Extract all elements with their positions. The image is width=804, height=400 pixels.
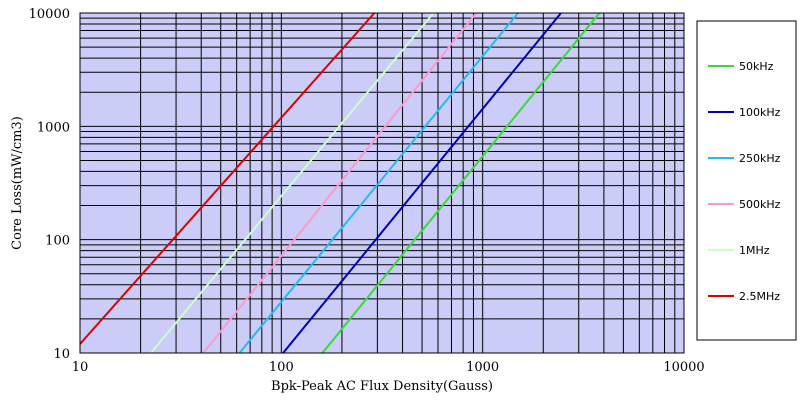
plot-area [80,13,684,353]
tick-labels: 10 100 1000 10000 10 100 1000 10000 [29,7,705,375]
x-tick-label: 100 [269,360,294,375]
legend-label: 50kHz [739,60,774,73]
legend-label: 2.5MHz [739,290,780,303]
y-tick-label: 100 [45,234,70,249]
x-tick-label: 1000 [466,360,499,375]
legend-item: 100kHz [708,106,781,119]
y-tick-label: 10 [53,347,70,362]
legend: 50kHz 100kHz 250kHz 500kHz 1MHz 2.5MHz [708,60,781,303]
y-tick-label: 10000 [29,7,70,22]
y-axis-title: Core Loss(mW/cm3) [10,116,25,250]
legend-label: 100kHz [739,106,781,119]
series-line-1mhz [150,12,435,354]
series-line-250khz [238,12,519,354]
legend-label: 1MHz [739,244,770,257]
series-line-50khz [321,12,601,354]
legend-item: 2.5MHz [708,290,780,303]
legend-item: 250kHz [708,152,781,165]
legend-item: 1MHz [708,244,770,257]
series-group [79,12,601,354]
y-tick-label: 1000 [37,120,70,135]
series-line-25mhz [79,12,376,345]
legend-item: 500kHz [708,198,781,211]
legend-label: 250kHz [739,152,781,165]
legend-box [696,20,797,341]
x-axis-title: Bpk-Peak AC Flux Density(Gauss) [271,379,493,394]
x-tick-label: 10000 [663,360,704,375]
series-line-500khz [202,12,478,354]
series-line-100khz [282,12,562,354]
plot-border [79,12,685,354]
x-tick-label: 10 [72,360,89,375]
legend-item: 50kHz [708,60,774,73]
legend-label: 500kHz [739,198,781,211]
